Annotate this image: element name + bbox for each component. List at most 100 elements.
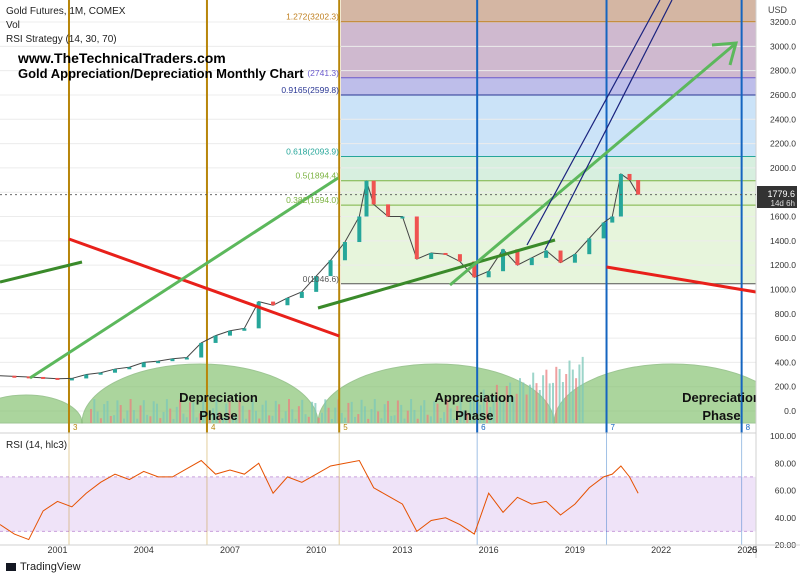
rsi-band (0, 476, 756, 532)
volume-bar-58 (281, 418, 284, 423)
green-support-1 (0, 260, 83, 284)
volume-bar-33 (198, 413, 201, 423)
site-banner: www.TheTechnicalTraders.com (18, 50, 226, 66)
volume-bar-97 (410, 399, 413, 423)
price-candle-32 (443, 252, 448, 255)
price-candle-47 (636, 180, 641, 195)
phase-label-2: Depreciation (682, 390, 761, 405)
rsi-strategy-label[interactable]: RSI Strategy (14, 30, 70) (6, 34, 117, 45)
volume-bar-128 (512, 396, 515, 423)
volume-bar-80 (354, 416, 356, 423)
volume-bar-68 (314, 403, 317, 423)
volume-label[interactable]: Vol (6, 20, 20, 31)
phase-dome-4 (317, 363, 555, 424)
volume-bar-130 (519, 378, 521, 423)
price-candle-28 (386, 204, 391, 217)
price-candle-22 (314, 276, 319, 292)
volume-bar-21 (159, 418, 162, 423)
cycle-label-4: 7 (611, 423, 616, 432)
volume-bar-143 (561, 382, 564, 423)
volume-bar-106 (439, 418, 442, 423)
price-candle-13 (184, 357, 189, 360)
volume-bar-78 (347, 402, 350, 423)
volume-bar-129 (515, 393, 518, 423)
volume-bar-137 (542, 375, 545, 423)
price-candle-21 (299, 291, 304, 298)
volume-bar-29 (185, 417, 188, 423)
volume-bar-108 (446, 399, 449, 423)
volume-bar-6 (109, 415, 112, 423)
rsi-line (0, 459, 639, 541)
volume-bar-90 (387, 400, 389, 423)
price-candle-44 (610, 216, 615, 223)
volume-bar-74 (334, 407, 337, 423)
cycle-label-5: 8 (746, 423, 751, 432)
price-candle-43 (601, 222, 606, 239)
green-arrow-2 (449, 42, 736, 287)
price-candle-26 (364, 180, 369, 217)
volume-bar-51 (258, 418, 261, 423)
volume-bar-9 (119, 405, 122, 423)
price-candle-35 (486, 271, 491, 278)
fib-zone-2 (341, 77, 756, 95)
symbol-title[interactable]: Gold Futures, 1M, COMEX (6, 6, 126, 17)
volume-bar-36 (208, 418, 211, 423)
volume-bar-69 (317, 417, 320, 423)
volume-bar-12 (129, 399, 132, 423)
rsi-label[interactable]: RSI (14, hlc3) (6, 440, 68, 451)
volume-bar-26 (175, 406, 178, 423)
volume-bar-23 (165, 399, 168, 423)
volume-bar-120 (486, 395, 488, 423)
volume-bar-142 (558, 368, 561, 423)
tradingview-icon (6, 563, 16, 572)
volume-bar-41 (225, 403, 228, 423)
volume-bar-54 (268, 415, 271, 423)
price-candle-9 (127, 367, 132, 370)
volume-bar-30 (189, 402, 191, 423)
fib-label-6: 0(1046.6) (303, 274, 340, 284)
volume-bar-64 (301, 399, 304, 423)
volume-bar-73 (330, 418, 333, 423)
volume-bar-5 (106, 401, 109, 423)
tradingview-logo[interactable]: TradingView (6, 561, 81, 573)
volume-bar-121 (489, 406, 492, 423)
volume-bar-88 (380, 418, 383, 423)
volume-bar-17 (146, 414, 149, 423)
volume-bar-0 (90, 409, 92, 423)
price-candle-14 (199, 342, 204, 358)
volume-bar-85 (370, 409, 373, 423)
volume-bar-1 (93, 399, 96, 423)
price-candle-20 (285, 297, 290, 306)
volume-bar-86 (373, 399, 376, 423)
price-candle-15 (213, 335, 218, 343)
y-tick-12: 800.0 (775, 309, 797, 319)
volume-bar-32 (195, 417, 198, 423)
price-candle-38 (529, 257, 534, 266)
x-tick-7: 2022 (651, 545, 671, 555)
volume-bar-89 (383, 404, 386, 423)
price-candle-31 (429, 252, 434, 260)
volume-bar-39 (218, 412, 221, 423)
volume-bar-99 (416, 418, 419, 423)
tradingview-brand: TradingView (20, 561, 81, 573)
price-candle-46 (627, 173, 632, 181)
volume-bar-66 (307, 416, 310, 423)
volume-bar-22 (162, 411, 165, 423)
fib-label-2: 0.9165(2599.8) (281, 85, 339, 95)
volume-bar-145 (568, 360, 571, 423)
y-tick-5: 2200.0 (770, 139, 796, 149)
volume-bar-113 (462, 410, 465, 423)
cycle-label-1: 4 (211, 423, 216, 432)
price-candle-30 (414, 216, 419, 260)
volume-bar-84 (367, 418, 370, 423)
price-candle-2 (26, 376, 31, 379)
volume-bar-52 (261, 404, 264, 423)
volume-bar-61 (291, 409, 294, 423)
volume-bar-96 (406, 410, 409, 423)
volume-bar-25 (172, 418, 175, 423)
price-candle-36 (501, 249, 506, 272)
volume-bar-24 (169, 408, 172, 423)
price-candle-27 (371, 180, 376, 205)
fib-label-0: 1.272(3202.3) (286, 12, 339, 22)
y-tick-16: 0.0 (784, 406, 796, 416)
